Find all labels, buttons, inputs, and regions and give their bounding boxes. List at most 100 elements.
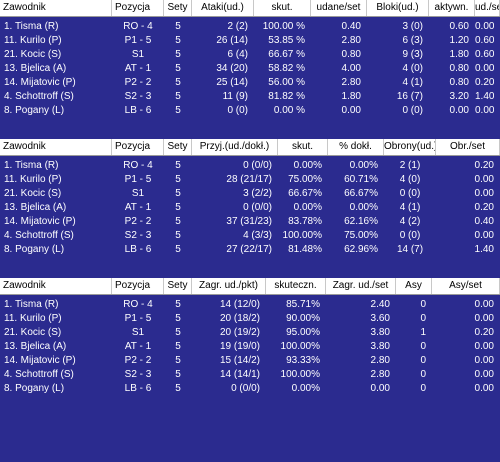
column-header[interactable]: Pozycja	[112, 0, 164, 16]
table-row[interactable]: 4. Schottroff (S) S2 - 3 5 4 (3/3) 100.00% 75…	[0, 229, 500, 243]
table-cell: 0.60	[475, 35, 494, 46]
table-cell: 0.00%	[349, 202, 378, 213]
table-cell: 4.00	[341, 63, 361, 74]
table-row[interactable]: 1. Tisma (R) RO - 4 5 2 (2) 100.00 % 0.40 3 (0…	[0, 20, 500, 34]
column-header[interactable]: skut.	[278, 139, 328, 155]
table-header: Zawodnik Pozycja Sety Zagr. ud./pkt) skutecz…	[0, 278, 500, 295]
table-cell: 2.80	[341, 35, 361, 46]
table-cell: 4 (1)	[399, 202, 421, 213]
table-cell: 2.80	[341, 77, 361, 88]
column-header[interactable]: Sety	[164, 278, 192, 294]
table-cell: 5	[175, 63, 181, 74]
table-cell: 0	[420, 313, 426, 324]
table-cell: P2 - 2	[124, 77, 152, 88]
table-row[interactable]: 4. Schottroff (S) S2 - 3 5 14 (14/1) 100.00%…	[0, 368, 500, 382]
table-cell: 66.67%	[344, 188, 378, 199]
table-cell: 5	[175, 369, 181, 380]
table-cell: 9 (3)	[402, 49, 423, 60]
table-cell: 21. Kocic (S)	[4, 188, 62, 199]
table-cell: 3 (0)	[402, 21, 423, 32]
column-header[interactable]: Obr./set	[436, 139, 500, 155]
column-header[interactable]: Sety	[164, 0, 192, 16]
table-row[interactable]: 8. Pogany (L) LB - 6 5 27 (22/17) 81.48% 62.9…	[0, 243, 500, 257]
table-cell: 100.00%	[280, 369, 320, 380]
table-row[interactable]: 14. Mijatovic (P) P2 - 2 5 37 (31/23) 83.78%…	[0, 215, 500, 229]
table-row[interactable]: 14. Mijatovic (P) P2 - 2 5 15 (14/2) 93.33% 2…	[0, 354, 500, 368]
table-cell: 56.00 %	[268, 77, 305, 88]
table-cell: 0.00 %	[273, 105, 305, 116]
table-cell: 20 (18/2)	[219, 313, 260, 324]
column-header[interactable]: Zagr. ud./set	[326, 278, 396, 294]
column-header[interactable]: skut.	[254, 0, 311, 16]
table-row[interactable]: 21. Kocic (S) S1 5 20 (19/2) 95.00% 3.80 1 0.20	[0, 326, 500, 340]
table-cell: 66.67 %	[268, 49, 305, 60]
table-cell: 0.00	[341, 105, 361, 116]
column-header[interactable]: Ataki(ud.)	[192, 0, 254, 16]
column-header[interactable]: Zawodnik	[0, 0, 112, 16]
column-header[interactable]: Asy	[396, 278, 432, 294]
column-header[interactable]: aktywn.	[429, 0, 475, 16]
table-cell: 83.78%	[288, 216, 322, 227]
table-cell: 1. Tisma (R)	[4, 299, 59, 310]
column-header[interactable]: Bloki(ud.)	[367, 0, 429, 16]
table-cell: 0.60	[449, 21, 469, 32]
table-cell: 3 (2/2)	[243, 188, 272, 199]
table-cell: 2.80	[370, 369, 390, 380]
table-cell: 0.00	[474, 188, 494, 199]
column-header[interactable]: skuteczn.	[266, 278, 326, 294]
table-row[interactable]: 4. Schottroff (S) S2 - 3 5 11 (9) 81.82 % 1.8…	[0, 90, 500, 104]
table-row[interactable]: 8. Pogany (L) LB - 6 5 0 (0) 0.00 % 0.00 0 (0)…	[0, 104, 500, 118]
column-header[interactable]: % dokł.	[328, 139, 384, 155]
table-row[interactable]: 13. Bjelica (A) AT - 1 5 0 (0/0) 0.00% 0.00% 4…	[0, 201, 500, 215]
table-cell: 5	[175, 383, 181, 394]
table-cell: AT - 1	[124, 202, 152, 213]
table-cell: 1.80	[449, 49, 469, 60]
column-header[interactable]: Sety	[164, 139, 192, 155]
table-cell: 5	[175, 299, 181, 310]
table-cell: RO - 4	[123, 21, 153, 32]
table-cell: 0	[420, 355, 426, 366]
table-row[interactable]: 11. Kurilo (P) P1 - 5 5 28 (21/17) 75.00% 60.…	[0, 173, 500, 187]
column-header[interactable]: Zagr. ud./pkt)	[192, 278, 266, 294]
table-cell: 11. Kurilo (P)	[4, 313, 62, 324]
column-header[interactable]: Asy/set	[432, 278, 500, 294]
table-cell: 4. Schottroff (S)	[4, 230, 74, 241]
table-cell: AT - 1	[124, 63, 152, 74]
column-header[interactable]: Pozycja	[112, 278, 164, 294]
table-row[interactable]: 14. Mijatovic (P) P2 - 2 5 25 (14) 56.00 % 2.…	[0, 76, 500, 90]
table-cell: 0.00%	[293, 160, 322, 171]
column-header[interactable]: Przyj.(ud./dokł.)	[192, 139, 278, 155]
table-row[interactable]: 21. Kocic (S) S1 5 6 (4) 66.67 % 0.80 9 (3) 1.8…	[0, 48, 500, 62]
table-cell: 0.00	[474, 313, 494, 324]
table-row[interactable]: 8. Pogany (L) LB - 6 5 0 (0/0) 0.00% 0.00 0 0.0…	[0, 382, 500, 396]
table-cell: 14 (12/0)	[219, 299, 260, 310]
table-row[interactable]: 1. Tisma (R) RO - 4 5 0 (0/0) 0.00% 0.00% 2 (1…	[0, 159, 500, 173]
column-header[interactable]: Zawodnik	[0, 278, 112, 294]
table-row[interactable]: 11. Kurilo (P) P1 - 5 5 20 (18/2) 90.00% 3.60…	[0, 312, 500, 326]
table-header: Zawodnik Pozycja Sety Przyj.(ud./dokł.) skut…	[0, 139, 500, 156]
column-header[interactable]: Zawodnik	[0, 139, 112, 155]
table-cell: 3.80	[370, 327, 390, 338]
table-row[interactable]: 13. Bjelica (A) AT - 1 5 34 (20) 58.82 % 4.00…	[0, 62, 500, 76]
table-row[interactable]: 21. Kocic (S) S1 5 3 (2/2) 66.67% 66.67% 0 (0)…	[0, 187, 500, 201]
table-body: 1. Tisma (R) RO - 4 5 2 (2) 100.00 % 0.40 3 (0…	[0, 17, 500, 118]
table-cell: 0.60	[475, 49, 494, 60]
table-row[interactable]: 13. Bjelica (A) AT - 1 5 19 (19/0) 100.00% 3.…	[0, 340, 500, 354]
table-body: 1. Tisma (R) RO - 4 5 14 (12/0) 85.71% 2.40 0 0…	[0, 295, 500, 396]
table-cell: 0 (0)	[399, 188, 421, 199]
column-header[interactable]: udane/set	[311, 0, 367, 16]
table-cell: 14 (7)	[396, 244, 424, 255]
table-cell: 0.00	[474, 230, 494, 241]
table-cell: 62.96%	[344, 244, 378, 255]
table-cell: 0.00	[449, 105, 469, 116]
table-cell: 13. Bjelica (A)	[4, 63, 67, 74]
column-header[interactable]: ud./set	[475, 0, 500, 16]
table-cell: 5	[175, 244, 181, 255]
table-cell: 19 (19/0)	[219, 341, 260, 352]
table-cell: 5	[175, 327, 181, 338]
column-header[interactable]: Pozycja	[112, 139, 164, 155]
table-row[interactable]: 11. Kurilo (P) P1 - 5 5 26 (14) 53.85 % 2.80 6…	[0, 34, 500, 48]
column-header[interactable]: Obrony(ud.)	[384, 139, 436, 155]
table-cell: 5	[175, 202, 181, 213]
table-row[interactable]: 1. Tisma (R) RO - 4 5 14 (12/0) 85.71% 2.40 0 0…	[0, 298, 500, 312]
